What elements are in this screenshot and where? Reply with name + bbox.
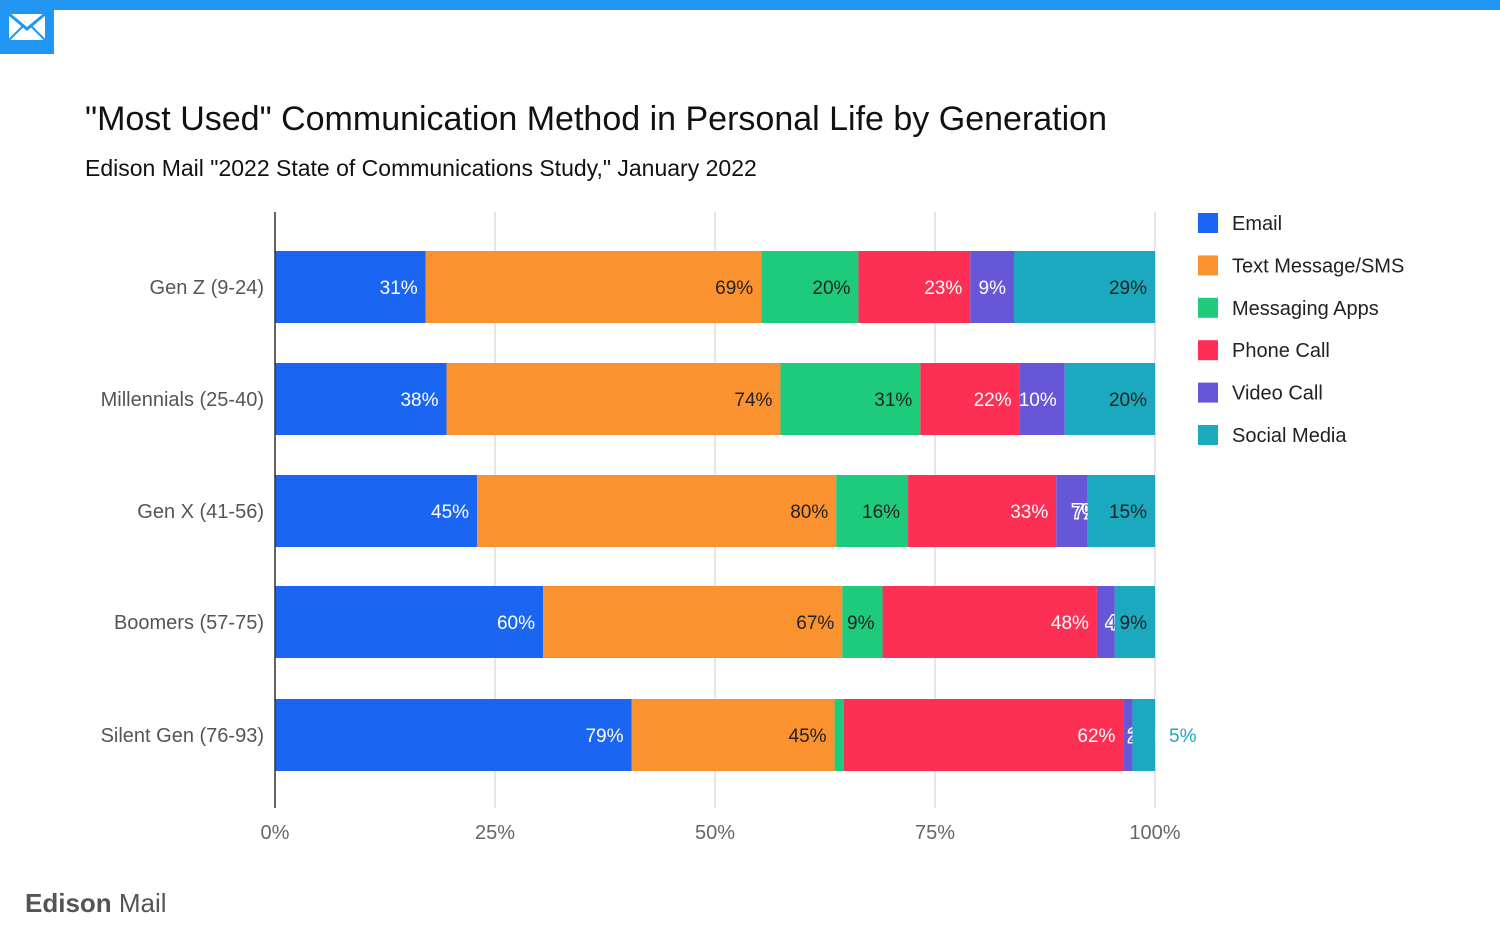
bar-segment	[477, 475, 837, 547]
legend-label: Social Media	[1232, 425, 1347, 447]
data-label: 33%	[1010, 502, 1048, 523]
chart-subtitle: Edison Mail "2022 State of Communication…	[85, 155, 757, 181]
data-label: 31%	[874, 390, 912, 411]
bar-segment	[1096, 586, 1115, 658]
bar-segment	[908, 475, 1057, 547]
bar-segment	[1019, 363, 1065, 435]
data-label: 5%	[1169, 726, 1197, 747]
data-label: 79%	[585, 726, 623, 747]
x-tick-label: 75%	[915, 822, 955, 844]
legend-label: Video Call	[1232, 383, 1323, 405]
legend-label: Email	[1232, 213, 1282, 235]
legend-swatch	[1198, 382, 1218, 403]
legend-label: Messaging Apps	[1232, 298, 1379, 320]
bar-segment	[631, 699, 835, 771]
data-label: 20%	[812, 278, 850, 299]
x-tick-label: 50%	[695, 822, 735, 844]
data-label: 22%	[974, 390, 1012, 411]
data-label: 15%	[1109, 502, 1147, 523]
bar-segment	[446, 363, 781, 435]
bar-segment	[834, 699, 844, 771]
category-label: Gen X (41-56)	[137, 501, 264, 523]
bar-segment	[1087, 475, 1155, 547]
data-label: 74%	[734, 390, 772, 411]
chart-title: "Most Used" Communication Method in Pers…	[85, 100, 1107, 138]
bar-segment	[425, 251, 762, 323]
data-label: 31%	[380, 278, 418, 299]
category-label: Millennials (25-40)	[101, 389, 264, 411]
mail-app-logo[interactable]	[0, 0, 54, 54]
category-label: Boomers (57-75)	[114, 612, 264, 634]
x-tick-label: 25%	[475, 822, 515, 844]
bar-segment	[858, 251, 971, 323]
category-label: Gen Z (9-24)	[150, 277, 264, 299]
legend-swatch	[1198, 213, 1218, 233]
bar-segment	[275, 699, 632, 771]
data-label: 9%	[847, 613, 875, 634]
brand-name-mail: Mail	[111, 888, 167, 918]
brand-logo: Edison Mail	[25, 888, 167, 919]
data-label: 23%	[924, 278, 962, 299]
bar-segment	[842, 586, 883, 658]
mail-envelope-icon	[8, 13, 46, 41]
data-label: 69%	[715, 278, 753, 299]
brand-name-edison: Edison	[25, 888, 112, 918]
legend-swatch	[1198, 255, 1218, 276]
data-label: 16%	[862, 502, 900, 523]
legend-swatch	[1198, 340, 1218, 361]
data-label: 60%	[497, 613, 535, 634]
x-tick-label: 100%	[1129, 822, 1180, 844]
bar-segment	[761, 251, 859, 323]
bar-segment	[1114, 586, 1155, 658]
bar-segment	[843, 699, 1124, 771]
bar-segment	[882, 586, 1097, 658]
data-label: 9%	[1120, 613, 1148, 634]
data-label: 45%	[431, 502, 469, 523]
data-label: 10%	[1019, 390, 1057, 411]
data-label: 80%	[790, 502, 828, 523]
bar-segment	[275, 475, 478, 547]
legend-label: Phone Call	[1232, 340, 1330, 362]
x-tick-label: 0%	[261, 822, 290, 844]
data-label: 45%	[789, 726, 827, 747]
data-label: 29%	[1109, 278, 1147, 299]
bar-segment	[836, 475, 909, 547]
bar-segment	[543, 586, 843, 658]
data-label: 62%	[1077, 726, 1115, 747]
data-label: 67%	[796, 613, 834, 634]
bar-segment	[275, 251, 426, 323]
legend-label: Text Message/SMS	[1232, 255, 1404, 277]
bar-segment	[1132, 699, 1155, 771]
data-label: 9%	[979, 278, 1007, 299]
bar-segment	[970, 251, 1015, 323]
data-label: 38%	[400, 390, 438, 411]
top-accent-bar	[0, 0, 1500, 10]
bar-segment	[275, 586, 544, 658]
legend-swatch	[1198, 425, 1218, 445]
bar-segment	[920, 363, 1020, 435]
bar-segment	[1064, 363, 1155, 435]
data-label: 48%	[1051, 613, 1089, 634]
bar-segment	[275, 363, 447, 435]
data-label: 20%	[1109, 390, 1147, 411]
bar-segment	[1056, 475, 1088, 547]
legend-swatch	[1198, 297, 1218, 318]
bar-segment	[1123, 699, 1133, 771]
category-label: Silent Gen (76-93)	[101, 725, 264, 747]
bar-segment	[1014, 251, 1155, 323]
bar-segment	[780, 363, 921, 435]
